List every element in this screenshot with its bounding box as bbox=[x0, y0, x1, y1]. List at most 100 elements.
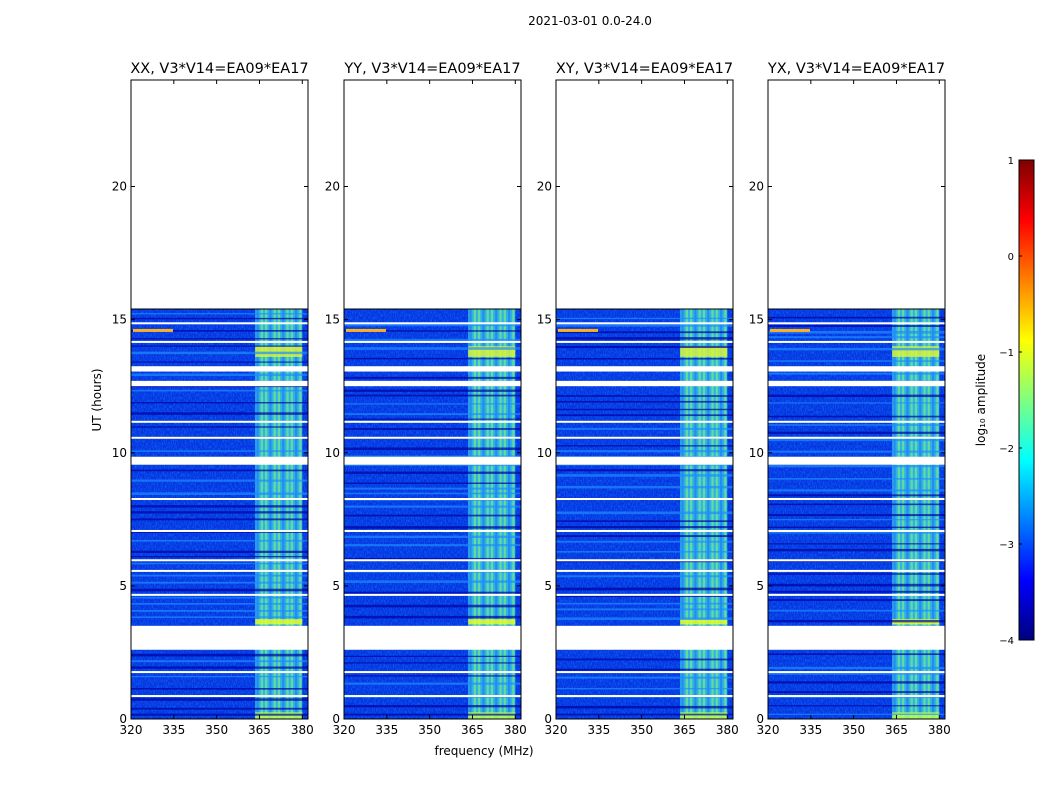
flag-line bbox=[768, 569, 945, 572]
data-gap bbox=[131, 456, 308, 465]
rfi-band bbox=[892, 308, 940, 719]
flag-line bbox=[768, 593, 945, 596]
spectrogram bbox=[556, 80, 733, 719]
data-gap bbox=[768, 456, 945, 465]
rfi-burst bbox=[680, 619, 728, 625]
data-gap bbox=[768, 380, 945, 387]
panel-1: 320 335 350 365 380 0 5 10 15 20 XX, V3*V14=EA09*E… bbox=[112, 61, 314, 737]
x-tick-label: 365 bbox=[248, 723, 271, 737]
flag-line bbox=[344, 322, 521, 325]
data-gap bbox=[344, 625, 521, 650]
data-gap bbox=[768, 366, 945, 372]
data-gap bbox=[556, 366, 733, 372]
data-gap bbox=[556, 456, 733, 465]
colorbar-tick-label: 1 bbox=[1008, 156, 1014, 167]
flag-line bbox=[556, 569, 733, 572]
flag-line bbox=[768, 322, 945, 325]
colorbar-tick-label: −4 bbox=[999, 636, 1014, 647]
flag-line bbox=[556, 420, 733, 423]
panel-title: XY, V3*V14=EA09*EA17 bbox=[556, 61, 733, 77]
flag-line bbox=[344, 529, 521, 532]
flag-line bbox=[556, 498, 733, 501]
flag-line bbox=[556, 322, 733, 325]
flag-line bbox=[131, 436, 308, 439]
data-gap bbox=[344, 456, 521, 465]
flag-line bbox=[131, 529, 308, 532]
flag-line bbox=[768, 529, 945, 532]
data-gap bbox=[556, 380, 733, 387]
y-tick-label: 5 bbox=[119, 579, 127, 593]
y-tick-label: 0 bbox=[119, 712, 127, 726]
flag-line bbox=[556, 436, 733, 439]
no-data-region bbox=[556, 80, 733, 309]
flag-line bbox=[344, 436, 521, 439]
flag-line bbox=[131, 569, 308, 572]
x-tick-label: 335 bbox=[587, 723, 610, 737]
spectrogram bbox=[344, 80, 521, 719]
flag-line bbox=[556, 671, 733, 674]
flag-line bbox=[344, 695, 521, 698]
flag-line bbox=[344, 569, 521, 572]
x-tick-label: 365 bbox=[461, 723, 484, 737]
x-tick-label: 350 bbox=[842, 723, 865, 737]
x-tick-label: 320 bbox=[757, 723, 780, 737]
panel-2: 320 335 350 365 380 0 5 10 15 20 YY, V3*V14=EA09*E… bbox=[325, 61, 527, 737]
data-gap bbox=[131, 366, 308, 372]
x-tick-label: 350 bbox=[418, 723, 441, 737]
x-tick-label: 380 bbox=[291, 723, 314, 737]
data-gap bbox=[344, 380, 521, 387]
x-tick-label: 320 bbox=[333, 723, 356, 737]
x-tick-label: 350 bbox=[630, 723, 653, 737]
x-tick-label: 320 bbox=[120, 723, 143, 737]
y-tick-label: 15 bbox=[325, 313, 340, 327]
y-tick-label: 20 bbox=[749, 180, 764, 194]
hot-strip bbox=[558, 328, 598, 332]
y-tick-label: 15 bbox=[749, 313, 764, 327]
rfi-burst bbox=[680, 712, 728, 719]
y-tick-label: 5 bbox=[544, 579, 552, 593]
x-tick-label: 380 bbox=[928, 723, 951, 737]
hot-strip bbox=[770, 328, 810, 332]
flag-line bbox=[556, 340, 733, 343]
y-tick-label: 20 bbox=[112, 180, 127, 194]
y-tick-label: 10 bbox=[325, 446, 340, 460]
no-data-region bbox=[768, 80, 945, 309]
y-tick-label: 15 bbox=[112, 313, 127, 327]
flag-line bbox=[131, 420, 308, 423]
panel-4: 320 335 350 365 380 0 5 10 15 20 YX, V3*V14=EA09*E… bbox=[749, 61, 951, 737]
data-gap bbox=[131, 625, 308, 650]
panel-title: XX, V3*V14=EA09*EA17 bbox=[130, 61, 308, 77]
spectrogram bbox=[768, 80, 945, 719]
panels-group: 320 335 350 365 380 0 5 10 15 20 XX, V3*V14=EA09*E… bbox=[112, 61, 951, 737]
y-axis-label: UT (hours) bbox=[90, 368, 104, 431]
x-tick-label: 365 bbox=[885, 723, 908, 737]
rfi-burst bbox=[680, 346, 728, 357]
panel-frame bbox=[767, 79, 946, 720]
y-tick-label: 10 bbox=[537, 446, 552, 460]
flag-line bbox=[344, 559, 521, 562]
rfi-burst bbox=[468, 712, 516, 719]
rfi-burst bbox=[255, 346, 303, 357]
flag-line bbox=[556, 529, 733, 532]
rfi-burst bbox=[468, 619, 516, 625]
flag-line bbox=[131, 695, 308, 698]
flag-line bbox=[768, 420, 945, 423]
panel-title: YY, V3*V14=EA09*EA17 bbox=[343, 61, 520, 77]
flag-line bbox=[768, 340, 945, 343]
colorbar-tick-label: 0 bbox=[1008, 252, 1014, 263]
y-tick-label: 5 bbox=[756, 579, 764, 593]
flag-line bbox=[768, 671, 945, 674]
y-tick-label: 0 bbox=[756, 712, 764, 726]
colorbar: 1 0 −1 −2 −3 −4 bbox=[999, 156, 1035, 647]
panel-frame bbox=[130, 79, 309, 720]
no-data-region bbox=[344, 80, 521, 309]
rfi-burst bbox=[892, 712, 940, 719]
flag-line bbox=[131, 593, 308, 596]
data-gap bbox=[768, 625, 945, 650]
flag-line bbox=[344, 420, 521, 423]
data-gap bbox=[344, 366, 521, 372]
y-tick-label: 20 bbox=[325, 180, 340, 194]
flag-line bbox=[344, 593, 521, 596]
colorbar-scale bbox=[1018, 159, 1035, 641]
